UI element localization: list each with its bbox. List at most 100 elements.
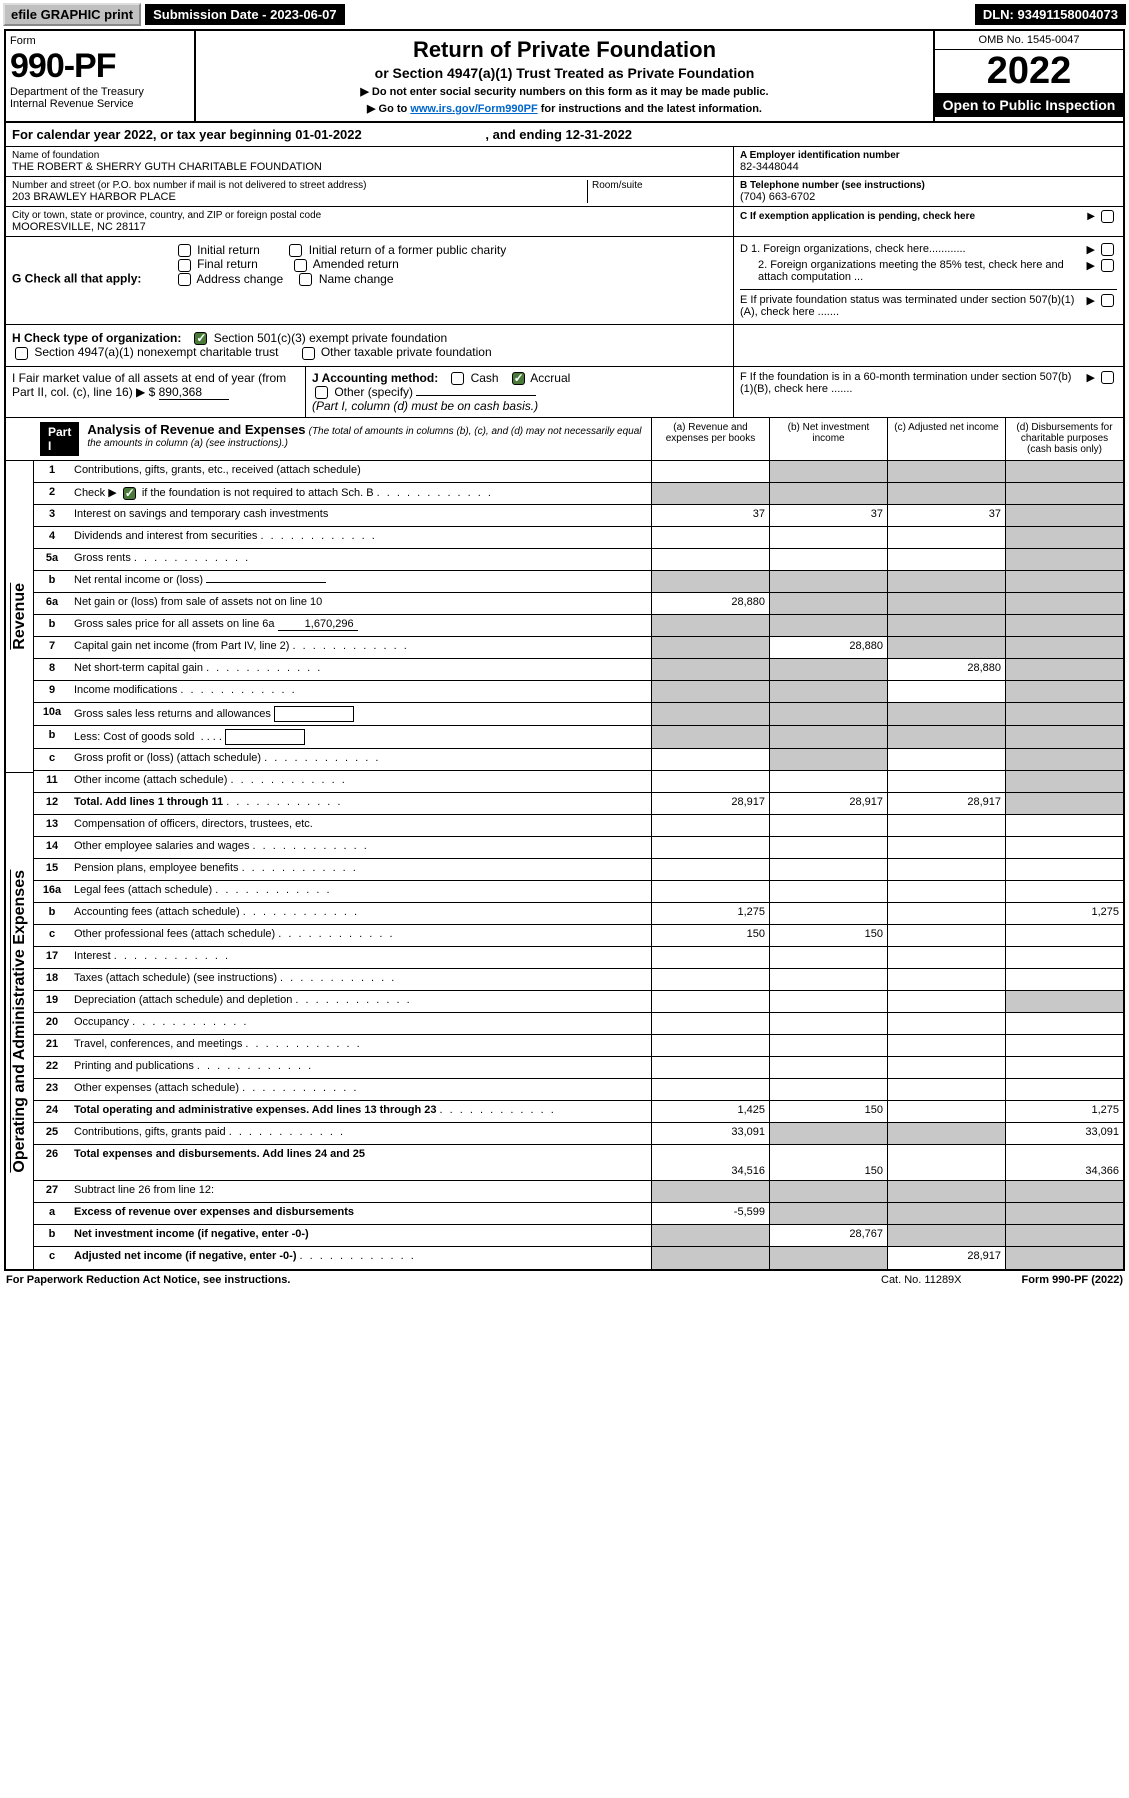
j-accrual-checkbox[interactable] [512,372,525,385]
section-g-d: G Check all that apply: Initial return I… [6,237,1123,325]
col-a-header: (a) Revenue and expenses per books [651,418,769,460]
g-label: G Check all that apply: [12,272,141,286]
e-checkbox[interactable] [1101,294,1114,307]
section-h: H Check type of organization: Section 50… [6,325,1123,367]
g-initial-checkbox[interactable] [178,244,191,257]
entity-info: Name of foundation THE ROBERT & SHERRY G… [6,147,1123,237]
part1-label: Part I [40,422,79,456]
line-3: Interest on savings and temporary cash i… [70,505,651,526]
line-4: Dividends and interest from securities [70,527,651,548]
line-6b: Gross sales price for all assets on line… [70,615,651,636]
line-15: Pension plans, employee benefits [70,859,651,880]
line-11: Other income (attach schedule) [70,771,651,792]
g-amended-checkbox[interactable] [294,259,307,272]
line-26: Total expenses and disbursements. Add li… [70,1145,651,1180]
line-9: Income modifications [70,681,651,702]
dln: DLN: 93491158004073 [975,4,1126,25]
line-16a: Legal fees (attach schedule) [70,881,651,902]
form-title: Return of Private Foundation [202,37,927,63]
col-b-header: (b) Net investment income [769,418,887,460]
line-14: Other employee salaries and wages [70,837,651,858]
pra-notice: For Paperwork Reduction Act Notice, see … [6,1274,290,1286]
city: MOORESVILLE, NC 28117 [12,221,727,233]
instructions-link[interactable]: www.irs.gov/Form990PF [410,103,537,115]
d1-label: D 1. Foreign organizations, check here..… [740,243,1084,256]
form-label: Form [10,35,190,47]
j-other-checkbox[interactable] [315,386,328,399]
i-label: I Fair market value of all assets at end… [12,371,286,399]
line-5a: Gross rents [70,549,651,570]
efile-button[interactable]: efile GRAPHIC print [3,3,141,26]
line-20: Occupancy [70,1013,651,1034]
line-10c: Gross profit or (loss) (attach schedule) [70,749,651,770]
d2-checkbox[interactable] [1101,259,1114,272]
omb-number: OMB No. 1545-0047 [935,31,1123,50]
line-7: Capital gain net income (from Part IV, l… [70,637,651,658]
address: 203 BRAWLEY HARBOR PLACE [12,191,587,203]
phone: (704) 663-6702 [740,191,1117,203]
phone-label: B Telephone number (see instructions) [740,180,1117,191]
room-label: Room/suite [592,180,727,191]
line-17: Interest [70,947,651,968]
g-final-checkbox[interactable] [178,259,191,272]
c-label: C If exemption application is pending, c… [740,211,1084,222]
expenses-side-label: Operating and Administrative Expenses [10,870,29,1173]
line-10b: Less: Cost of goods sold . . . . [70,726,651,748]
form-header: Form 990-PF Department of the TreasuryIn… [6,31,1123,123]
h-501c3-checkbox[interactable] [194,332,207,345]
line-27: Subtract line 26 from line 12: [70,1181,651,1202]
j-label: J Accounting method: [312,371,438,385]
e-label: E If private foundation status was termi… [740,294,1084,318]
col-c-header: (c) Adjusted net income [887,418,1005,460]
h-4947-checkbox[interactable] [15,347,28,360]
line-21: Travel, conferences, and meetings [70,1035,651,1056]
h-other-checkbox[interactable] [302,347,315,360]
line-22: Printing and publications [70,1057,651,1078]
g-name-checkbox[interactable] [299,273,312,286]
ein: 82-3448044 [740,161,1117,173]
line-18: Taxes (attach schedule) (see instruction… [70,969,651,990]
line-16c: Other professional fees (attach schedule… [70,925,651,946]
j-note: (Part I, column (d) must be on cash basi… [312,399,538,413]
j-cash-checkbox[interactable] [451,372,464,385]
line-1: Contributions, gifts, grants, etc., rece… [70,461,651,482]
part1-title: Analysis of Revenue and Expenses [87,422,305,437]
form-container: Form 990-PF Department of the TreasuryIn… [4,29,1125,1271]
g-initial-public-checkbox[interactable] [289,244,302,257]
foundation-name: THE ROBERT & SHERRY GUTH CHARITABLE FOUN… [12,161,727,173]
page-footer: For Paperwork Reduction Act Notice, see … [0,1271,1129,1289]
ein-label: A Employer identification number [740,150,1117,161]
d1-checkbox[interactable] [1101,243,1114,256]
line-27b: Net investment income (if negative, ente… [70,1225,651,1246]
city-label: City or town, state or province, country… [12,210,727,221]
part1-body: Revenue Operating and Administrative Exp… [6,461,1123,1269]
line-24: Total operating and administrative expen… [70,1101,651,1122]
tax-year: 2022 [935,50,1123,93]
catalog-number: Cat. No. 11289X [881,1274,962,1286]
line-12: Total. Add lines 1 through 11 [70,793,651,814]
line-23: Other expenses (attach schedule) [70,1079,651,1100]
g-address-checkbox[interactable] [178,273,191,286]
c-checkbox[interactable] [1101,210,1114,223]
form-note-1: ▶ Do not enter social security numbers o… [202,85,927,98]
form-note-2: ▶ Go to www.irs.gov/Form990PF for instru… [202,102,927,115]
part1-header: Part I Analysis of Revenue and Expenses … [6,418,1123,461]
d2-label: 2. Foreign organizations meeting the 85%… [740,259,1084,283]
line-2-checkbox[interactable] [123,487,136,500]
revenue-side-label: Revenue [10,583,29,650]
top-bar: efile GRAPHIC print Submission Date - 20… [0,0,1129,29]
line-6a: Net gain or (loss) from sale of assets n… [70,593,651,614]
line-19: Depreciation (attach schedule) and deple… [70,991,651,1012]
col-d-header: (d) Disbursements for charitable purpose… [1005,418,1123,460]
f-checkbox[interactable] [1101,371,1114,384]
address-label: Number and street (or P.O. box number if… [12,180,587,191]
line-27a: Excess of revenue over expenses and disb… [70,1203,651,1224]
line-25: Contributions, gifts, grants paid [70,1123,651,1144]
h-label: H Check type of organization: [12,331,181,345]
form-subtitle: or Section 4947(a)(1) Trust Treated as P… [202,65,927,81]
calendar-year-row: For calendar year 2022, or tax year begi… [6,123,1123,147]
line-10a: Gross sales less returns and allowances [70,703,651,725]
open-public-badge: Open to Public Inspection [935,93,1123,117]
department: Department of the TreasuryInternal Reven… [10,86,190,110]
form-ref: Form 990-PF (2022) [1022,1274,1123,1286]
